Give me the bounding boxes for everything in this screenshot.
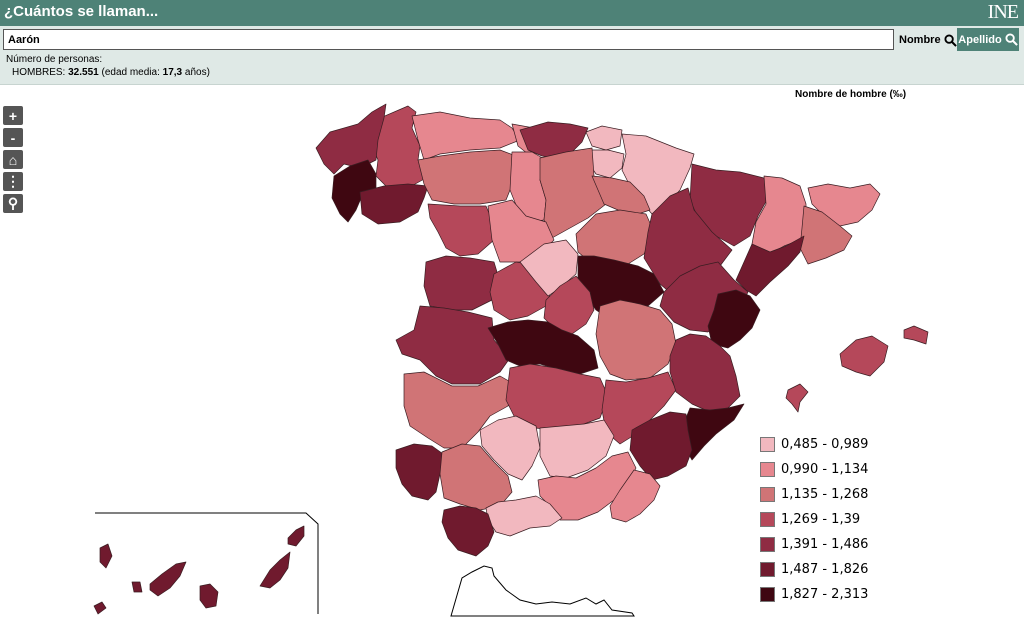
results-info: Número de personas: HOMBRES: 32.551 (eda… — [0, 53, 1024, 85]
legend-label: 1,827 - 2,313 — [781, 586, 869, 602]
legend-label: 1,391 - 1,486 — [781, 536, 869, 552]
legend-label: 0,485 - 0,989 — [781, 436, 869, 452]
province-zamora[interactable] — [427, 203, 495, 257]
more-options-icon[interactable]: ⋮ — [3, 172, 23, 191]
province-segovia[interactable] — [519, 239, 579, 297]
search-by-nombre-label: Nombre — [899, 34, 941, 46]
province-caceres[interactable] — [395, 305, 511, 385]
province-coruna[interactable] — [315, 103, 387, 175]
legend-item: 0,485 - 0,989 — [760, 434, 868, 454]
province-asturias[interactable] — [411, 111, 521, 161]
province-guipuzcoa[interactable] — [585, 125, 623, 151]
app-title: ¿Cuántos se llaman... — [4, 3, 159, 20]
province-salamanca[interactable] — [423, 255, 501, 311]
province-sevilla[interactable] — [439, 443, 513, 511]
legend-swatch — [760, 536, 775, 552]
province-ciudad-real[interactable] — [505, 363, 609, 431]
legend-label: 1,135 - 1,268 — [781, 486, 869, 502]
canary-inset-frame — [95, 512, 319, 614]
province-huelva[interactable] — [395, 443, 447, 501]
legend-swatch — [760, 436, 775, 452]
legend-label: 1,269 - 1,39 — [781, 511, 861, 527]
app-header: ¿Cuántos se llaman... INE — [0, 0, 1024, 26]
province-leon[interactable] — [417, 149, 517, 205]
province-vizcaya[interactable] — [519, 121, 589, 159]
province-la-rioja[interactable] — [591, 175, 651, 215]
legend-swatch — [760, 586, 775, 602]
province-cuenca[interactable] — [595, 299, 677, 381]
home-icon[interactable]: ⌂ — [3, 150, 23, 169]
search-icon[interactable]: ⚲ — [3, 194, 23, 213]
search-by-nombre-button[interactable]: Nombre — [899, 31, 957, 49]
sex-label: HOMBRES: — [12, 67, 66, 78]
legend-item: 1,269 - 1,39 — [760, 509, 860, 529]
province-murcia[interactable] — [629, 411, 693, 481]
legend-item: 1,827 - 2,313 — [760, 584, 868, 604]
legend-swatch — [760, 486, 775, 502]
legend-item: 1,391 - 1,486 — [760, 534, 868, 554]
province-cadiz[interactable] — [441, 505, 495, 557]
mean-age: 17,3 — [162, 67, 183, 78]
province-jaen[interactable] — [539, 419, 615, 479]
count-line: HOMBRES: 32.551 (edad media: 17,3 años) — [12, 67, 210, 78]
province-almeria[interactable] — [609, 469, 661, 523]
province-toledo[interactable] — [487, 319, 599, 375]
province-malaga[interactable] — [485, 495, 563, 537]
zoom-in-button[interactable]: + — [3, 106, 23, 125]
zoom-out-button[interactable]: - — [3, 128, 23, 147]
legend-item: 0,990 - 1,134 — [760, 459, 868, 479]
province-ourense[interactable] — [359, 183, 429, 225]
name-search-input[interactable] — [3, 29, 894, 50]
person-count: 32.551 — [68, 67, 99, 78]
province-menorca[interactable] — [903, 325, 929, 345]
legend-swatch — [760, 461, 775, 477]
search-icon — [1005, 33, 1018, 46]
legend-item: 1,135 - 1,268 — [760, 484, 868, 504]
legend-item: 1,487 - 1,826 — [760, 559, 868, 579]
map-title: Nombre de hombre (‰) — [795, 89, 907, 100]
province-castellon[interactable] — [707, 289, 761, 349]
search-icon — [944, 33, 957, 47]
legend-swatch — [760, 561, 775, 577]
legend-label: 0,990 - 1,134 — [781, 461, 869, 477]
search-by-apellido-label: Apellido — [958, 33, 1002, 46]
province-tarragona[interactable] — [735, 235, 805, 297]
age-label: (edad media: — [101, 67, 160, 78]
province-cordoba[interactable] — [479, 415, 541, 481]
province-mallorca[interactable] — [839, 335, 889, 377]
province-valencia[interactable] — [669, 333, 741, 413]
search-bar: Nombre Apellido — [0, 26, 1024, 53]
province-badajoz[interactable] — [403, 371, 515, 449]
ine-logo[interactable]: INE — [987, 1, 1019, 23]
province-canarias[interactable] — [93, 525, 305, 615]
count-label: Número de personas: — [6, 54, 103, 65]
search-by-apellido-button[interactable]: Apellido — [957, 28, 1019, 51]
age-unit: años) — [184, 67, 210, 78]
province-burgos[interactable] — [539, 147, 607, 239]
legend-swatch — [760, 511, 775, 527]
legend-label: 1,487 - 1,826 — [781, 561, 869, 577]
africa-coast — [450, 565, 635, 617]
province-ibiza[interactable] — [785, 383, 809, 413]
